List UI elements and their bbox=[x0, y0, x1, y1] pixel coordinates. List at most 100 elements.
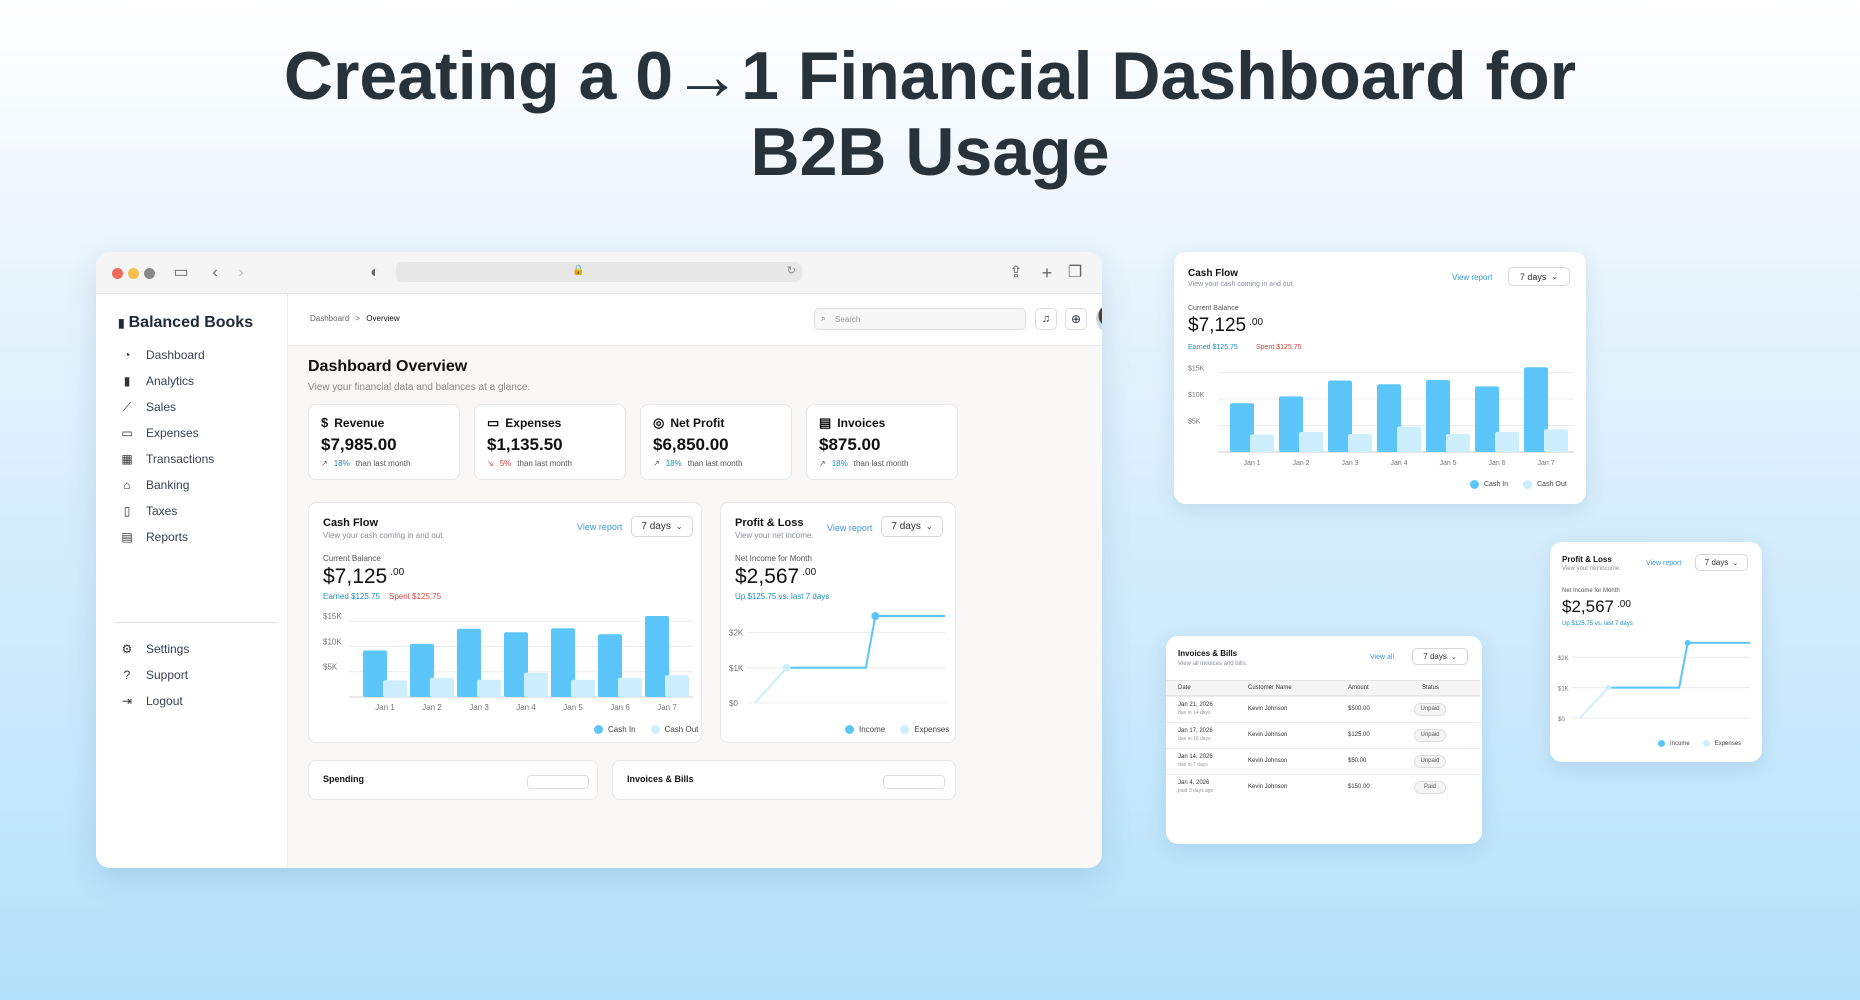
sidebar-toggle-icon[interactable]: ▭ bbox=[173, 264, 189, 281]
reload-icon[interactable]: ↻ bbox=[786, 265, 796, 277]
sidebar-item-reports[interactable]: ▤ Reports bbox=[120, 530, 188, 544]
row-due: due in 14 days bbox=[1178, 710, 1211, 716]
legend-expenses: Expenses bbox=[914, 725, 950, 734]
header-amount: Amount bbox=[1348, 685, 1369, 691]
help-icon: ? bbox=[123, 668, 131, 682]
sidebar-item-expenses[interactable]: ▭ Expenses bbox=[120, 426, 198, 440]
bar-cash-in bbox=[363, 650, 387, 697]
bar-cash-in bbox=[1377, 384, 1401, 452]
pnl-panel-range[interactable]: 7 days ⌄ bbox=[1695, 554, 1748, 571]
bar-cash-in bbox=[1279, 396, 1303, 452]
app-logo: ▮ Balanced Books bbox=[118, 314, 253, 332]
cashflow-panel-range[interactable]: 7 days ⌄ bbox=[1508, 267, 1570, 286]
sidebar-item-support[interactable]: ? Support bbox=[120, 668, 188, 682]
address-bar[interactable]: 🔒 ↻ bbox=[396, 262, 802, 282]
invoices-view-all-link[interactable]: View all bbox=[1370, 654, 1394, 661]
trend-down-icon: ↘ bbox=[487, 459, 494, 468]
kpi-change-note: than last month bbox=[355, 459, 411, 468]
pnl-view-report-link[interactable]: View report bbox=[827, 523, 873, 533]
pnl-panel: Profit & Loss View your net income. View… bbox=[1550, 542, 1762, 762]
kpi-change-note: than last month bbox=[687, 459, 743, 468]
cashflow-range-dropdown[interactable]: 7 days ⌄ bbox=[631, 516, 693, 537]
table-row[interactable]: Jan 4, 2026 paid 3 days ago Kevin Johnson $… bbox=[1166, 774, 1480, 800]
table-row[interactable]: Jan 21, 2026 due in 14 days Kevin Johnson $… bbox=[1166, 696, 1480, 722]
pnl-panel-view-report[interactable]: View report bbox=[1646, 560, 1682, 567]
row-amount: $150.00 bbox=[1348, 784, 1370, 790]
cashflow-panel-earned: Earned $125.75 bbox=[1188, 344, 1238, 351]
sidebar-item-transactions[interactable]: ▦ Transactions bbox=[120, 452, 214, 466]
bar-cash-out bbox=[383, 680, 407, 697]
globe-icon[interactable]: ⊕ bbox=[1065, 308, 1087, 330]
new-tab-icon[interactable]: + bbox=[1041, 263, 1053, 283]
bar-cash-out bbox=[1250, 434, 1274, 452]
bar-cash-in bbox=[410, 643, 434, 697]
kpi-card-expenses[interactable]: ▭ Expenses $1,135.50 ↘ 5% than last month bbox=[474, 404, 626, 480]
breadcrumb-root[interactable]: Dashboard bbox=[310, 314, 350, 323]
legend-cash-out: Cash Out bbox=[1537, 481, 1567, 488]
kpi-change: ↗ 18% than last month bbox=[321, 459, 410, 468]
cashflow-card: Cash Flow View your cash coming in and o… bbox=[308, 502, 702, 743]
bar-cash-in bbox=[1426, 380, 1450, 452]
search-box[interactable]: ⌕ Search bbox=[814, 308, 1026, 330]
hero-title: Creating a 0→1 Financial Dashboard for B… bbox=[0, 38, 1860, 190]
kpi-card-revenue[interactable]: $ Revenue $7,985.00 ↗ 18% than last month bbox=[308, 404, 460, 480]
legend-cash-in: Cash In bbox=[608, 725, 636, 734]
hero-title-line1: Creating a 0→1 Financial Dashboard for bbox=[283, 38, 1577, 114]
forward-icon[interactable]: › bbox=[238, 264, 244, 281]
x-tick-label: Jan 2 bbox=[1292, 460, 1309, 467]
credit-card-icon: ▭ bbox=[487, 415, 500, 430]
share-icon[interactable]: ⇪ bbox=[1009, 264, 1023, 281]
cashflow-panel: Cash Flow View your cash coming in and o… bbox=[1174, 252, 1586, 504]
legend-income: Income bbox=[1670, 740, 1690, 747]
x-tick-label: Jan 6 bbox=[1488, 460, 1505, 467]
avatar[interactable] bbox=[1096, 305, 1102, 333]
minimize-dot-icon[interactable] bbox=[128, 268, 139, 279]
table-row[interactable]: Jan 14, 2026 due in 7 days Kevin Johnson $5… bbox=[1166, 748, 1480, 774]
bell-icon[interactable]: ♫ bbox=[1035, 308, 1057, 330]
cashflow-panel-balance: $7,125.00 bbox=[1188, 315, 1263, 337]
cashflow-panel-view-report[interactable]: View report bbox=[1452, 273, 1493, 282]
search-input[interactable]: Search bbox=[835, 315, 861, 324]
close-dot-icon[interactable] bbox=[112, 268, 123, 279]
trend-up-icon: ↗ bbox=[819, 459, 826, 468]
sidebar-item-analytics[interactable]: ▮ Analytics bbox=[120, 374, 194, 388]
bar-cash-in bbox=[457, 628, 481, 697]
y-tick-label: $15K bbox=[323, 612, 342, 621]
zoom-dot-icon[interactable] bbox=[144, 268, 155, 279]
cashflow-view-report-link[interactable]: View report bbox=[577, 522, 623, 532]
kpi-change-note: than last month bbox=[517, 459, 572, 468]
invoices-range-dropdown[interactable] bbox=[883, 775, 945, 789]
sidebar-item-sales[interactable]: ⟋ Sales bbox=[120, 400, 176, 414]
bar-cash-out bbox=[1348, 434, 1372, 452]
row-date: Jan 21, 2026 bbox=[1178, 702, 1213, 708]
net-income-label: Net Income for Month bbox=[735, 554, 812, 563]
sidebar-item-label: Support bbox=[146, 668, 189, 682]
sidebar-item-taxes[interactable]: ▯ Taxes bbox=[120, 504, 178, 518]
file-icon: ▤ bbox=[819, 415, 832, 430]
sidebar-item-logout[interactable]: ⇥ Logout bbox=[120, 694, 183, 708]
back-icon[interactable]: ‹ bbox=[212, 264, 218, 281]
pnl-range-dropdown[interactable]: 7 days ⌄ bbox=[881, 516, 943, 537]
row-date: Jan 14, 2026 bbox=[1178, 754, 1213, 760]
shield-icon[interactable]: ◐ bbox=[370, 264, 380, 281]
cashflow-chart: $15K $10K $5K Jan 1 Jan 2 Jan 3 Jan 4 Jan 5 Jan … bbox=[323, 612, 693, 712]
point-expenses bbox=[1605, 684, 1612, 691]
invoices-panel-range[interactable]: 7 days ⌄ bbox=[1412, 648, 1468, 665]
kpi-card-net-profit[interactable]: ◎ Net Profit $6,850.00 ↗ 18% than last month bbox=[640, 404, 792, 480]
sidebar-item-dashboard[interactable]: ◔ Dashboard bbox=[120, 348, 204, 362]
spending-range-dropdown[interactable] bbox=[527, 775, 589, 789]
bar-cash-in bbox=[1230, 403, 1254, 452]
sidebar-item-settings[interactable]: ⚙ Settings bbox=[120, 642, 190, 656]
cashflow-range-value: 7 days bbox=[641, 521, 671, 532]
tabs-overview-icon[interactable]: ❐ bbox=[1067, 264, 1083, 281]
bar-cash-out bbox=[430, 677, 454, 697]
cashflow-legend: Cash In Cash Out bbox=[594, 725, 698, 734]
balance-value: $7,125.00 bbox=[323, 565, 404, 589]
sidebar-item-banking[interactable]: ⌂ Banking bbox=[120, 478, 189, 492]
trend-up-icon: ↗ bbox=[321, 459, 328, 468]
table-row[interactable]: Jan 17, 2026 due in 10 days Kevin Johnson $… bbox=[1166, 722, 1480, 748]
kpi-card-invoices[interactable]: ▤ Invoices $875.00 ↗ 18% than last month bbox=[806, 404, 958, 480]
invoices-card-title: Invoices & Bills bbox=[627, 774, 694, 784]
pnl-range-value: 7 days bbox=[891, 521, 921, 532]
status-badge: Unpaid bbox=[1414, 703, 1446, 716]
